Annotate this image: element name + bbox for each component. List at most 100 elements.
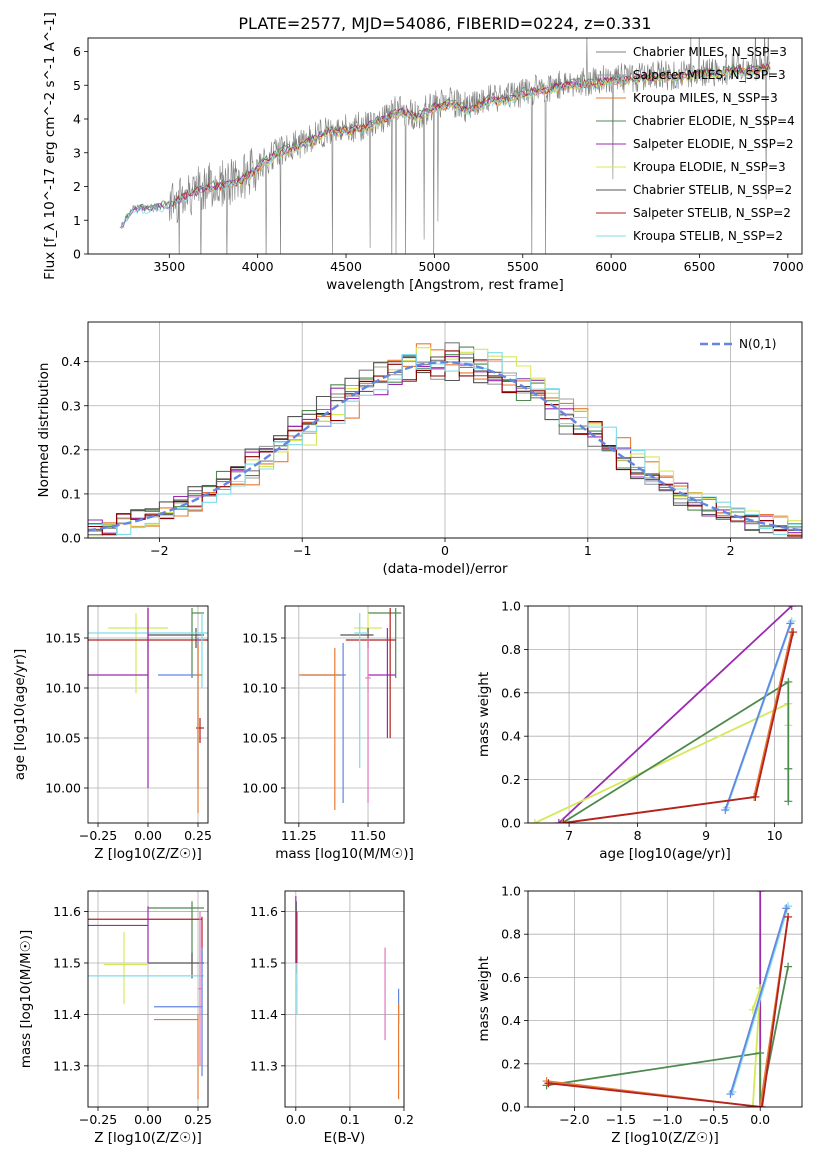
x-tick-label: −1.0 [652, 1112, 682, 1127]
x-tick-label: −2.0 [559, 1112, 589, 1127]
x-tick-label: 6000 [595, 259, 627, 274]
y-tick-label: 6 [73, 44, 81, 59]
data-point-marker [558, 819, 567, 823]
x-tick-label: 0.1 [340, 1112, 360, 1127]
x-tick-label: 5500 [507, 259, 539, 274]
y-tick-label: 0.8 [501, 927, 521, 942]
y-tick-label: 2 [73, 179, 81, 194]
data-point-marker [530, 819, 539, 823]
y-axis-label: age [log10(age/yr)] [12, 649, 28, 781]
x-tick-label: 11.50 [350, 828, 386, 843]
y-tick-label: 0.4 [501, 1013, 521, 1028]
data-point-marker [787, 617, 796, 626]
panel-1: −2 −1 0 1 2 0.0 0.1 0.2 0.3 0.4 (data-model)/error… [36, 321, 803, 577]
x-tick-label: 2 [727, 543, 735, 558]
y-tick-label: 0.0 [61, 531, 81, 546]
y-tick-label: 1 [73, 213, 81, 228]
y-tick-label: 10.05 [242, 731, 278, 746]
x-tick-label: 10 [767, 828, 783, 843]
x-tick-label: 0.00 [134, 1112, 162, 1127]
mass-weight-line [534, 702, 790, 823]
legend-entry: Salpeter STELIB, N_SSP=2 [633, 206, 791, 220]
y-axis-label: mass [log10(M/M☉)] [18, 930, 34, 1069]
legend-entry: Salpeter ELODIE, N_SSP=2 [633, 137, 794, 151]
model-spectrum-line [239, 65, 771, 188]
y-axis-label: Flux [f_λ 10^-17 erg cm^-2 s^-1 A^-1] [42, 12, 58, 280]
data-point-marker [756, 1103, 765, 1107]
y-tick-label: 10.00 [45, 781, 81, 796]
x-tick-label: 0.00 [134, 828, 162, 843]
y-tick-label: 11.4 [250, 1007, 278, 1022]
x-tick-label: 0.25 [184, 1112, 212, 1127]
plot-frame [87, 890, 209, 1108]
x-tick-label: 7 [565, 828, 573, 843]
legend-entry: Kroupa ELODIE, N_SSP=3 [633, 160, 786, 174]
y-axis-label: Normed distribution [36, 363, 52, 498]
mass-weight-line [731, 905, 789, 1093]
x-tick-label: 0.2 [394, 1112, 414, 1127]
mass-weight-line [724, 623, 792, 811]
x-tick-label: 0.0 [286, 1112, 306, 1127]
plot-frame [284, 890, 405, 1108]
y-tick-label: 11.5 [53, 956, 81, 971]
mass-weight-line [561, 680, 790, 823]
plot-frame [87, 321, 803, 539]
y-tick-label: 0.2 [61, 442, 81, 457]
data-point-marker [756, 1049, 765, 1057]
y-tick-label: 11.4 [53, 1007, 81, 1022]
y-tick-label: 0.0 [501, 816, 521, 831]
y-tick-label: 0.0 [501, 1100, 521, 1115]
x-tick-label: −1.5 [606, 1112, 636, 1127]
data-point-marker [756, 891, 765, 895]
x-axis-label: wavelength [Angstrom, rest frame] [326, 277, 564, 293]
plot-area [542, 891, 793, 1107]
y-axis-label: mass weight [476, 672, 492, 757]
panel-2: −0.25 0.00 0.25 10.00 10.05 10.10 10.15 Z [log1… [12, 605, 212, 862]
x-tick-label: 4500 [330, 259, 362, 274]
data-point-marker [758, 1103, 767, 1107]
mass-weight-line [729, 908, 788, 1095]
y-tick-label: 11.3 [250, 1058, 278, 1073]
x-tick-label: 5000 [418, 259, 450, 274]
legend-entry: Chabrier MILES, N_SSP=3 [633, 45, 787, 59]
data-point-marker [554, 819, 563, 823]
x-tick-label: 0.25 [184, 828, 212, 843]
y-tick-label: 10.10 [242, 681, 278, 696]
panel-3: 11.25 11.50 10.00 10.05 10.10 10.15 mass [log1… [242, 605, 414, 862]
x-axis-label: (data-model)/error [382, 561, 508, 577]
plot-area [119, 38, 771, 254]
y-tick-label: 0.2 [501, 772, 521, 787]
y-tick-label: 0.2 [501, 1056, 521, 1071]
data-point-marker [751, 792, 760, 801]
mass-weight-line [548, 916, 789, 1107]
y-tick-label: 0.6 [501, 970, 521, 985]
x-axis-label: E(B-V) [324, 1130, 366, 1146]
x-tick-label: 0 [441, 543, 449, 558]
y-tick-label: 0.4 [501, 729, 521, 744]
plot-area [88, 608, 208, 813]
x-tick-label: −0.25 [79, 1112, 117, 1127]
plot-frame [527, 605, 803, 824]
panel-7: −2.0 −1.5 −1.0 −0.5 0.0 0.0 0.2 0.4 0.6 0.8 1.0 Z [… [476, 884, 803, 1146]
y-tick-label: 10.15 [45, 631, 81, 646]
y-tick-label: 0.1 [61, 486, 81, 501]
data-point-marker [784, 912, 793, 921]
plot-frame [527, 890, 803, 1108]
mass-weight-line [546, 966, 789, 1107]
x-axis-label: Z [log10(Z/Z☉)] [94, 846, 202, 862]
legend: Chabrier MILES, N_SSP=3 Salpeter MILES, N… [596, 45, 795, 243]
data-point-marker [784, 797, 793, 806]
data-point-marker [786, 619, 795, 628]
chart-title: PLATE=2577, MJD=54086, FIBERID=0224, z=0… [238, 14, 651, 33]
x-tick-label: −2 [150, 543, 168, 558]
legend-entry: Chabrier STELIB, N_SSP=2 [633, 183, 792, 197]
y-tick-label: 1.0 [501, 599, 521, 614]
y-tick-label: 10.15 [242, 631, 278, 646]
x-tick-label: 6500 [684, 259, 716, 274]
legend: N(0,1) [700, 337, 776, 351]
x-axis-label: age [log10(age/yr)] [599, 846, 731, 862]
x-tick-label: 7000 [772, 259, 804, 274]
legend-entry: Salpeter MILES, N_SSP=3 [633, 68, 786, 82]
plot-frame [87, 37, 803, 255]
